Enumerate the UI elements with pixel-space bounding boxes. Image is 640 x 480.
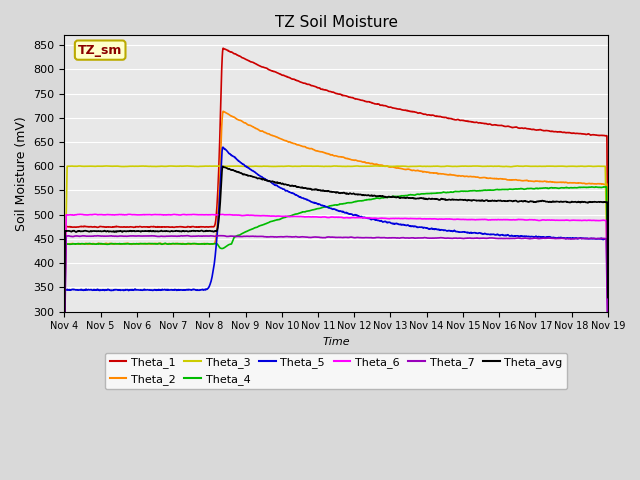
Theta_avg	[61, 341, 68, 347]
Theta_3	[604, 299, 612, 305]
Theta_4	[122, 241, 130, 247]
Theta_2	[292, 142, 300, 147]
Theta_6	[123, 212, 131, 217]
Theta_1	[604, 267, 612, 273]
Theta_4	[602, 184, 610, 190]
Theta_5	[61, 371, 68, 376]
Theta_5	[122, 287, 130, 293]
Theta_7	[155, 234, 163, 240]
Legend: Theta_1, Theta_2, Theta_3, Theta_4, Theta_5, Theta_6, Theta_7, Theta_avg: Theta_1, Theta_2, Theta_3, Theta_4, Thet…	[105, 353, 567, 389]
Theta_avg	[269, 179, 277, 184]
Theta_5	[593, 236, 601, 242]
Theta_5	[292, 192, 300, 198]
Theta_2	[269, 133, 277, 139]
Theta_6	[155, 212, 163, 217]
Theta_6	[269, 213, 277, 219]
Theta_6	[292, 214, 300, 219]
Theta_3	[513, 163, 521, 169]
Theta_1	[61, 339, 68, 345]
Theta_1	[535, 127, 543, 132]
Theta_4	[593, 184, 601, 190]
Theta_3	[593, 163, 601, 169]
Theta_6	[535, 217, 543, 223]
Theta_5	[535, 234, 543, 240]
Theta_avg	[219, 164, 227, 169]
Theta_5	[155, 287, 163, 292]
Theta_2	[61, 348, 68, 353]
Theta_1	[155, 224, 163, 230]
Title: TZ Soil Moisture: TZ Soil Moisture	[275, 15, 397, 30]
Y-axis label: Soil Moisture (mV): Soil Moisture (mV)	[15, 116, 28, 231]
Theta_7	[535, 236, 543, 241]
Theta_2	[593, 181, 601, 187]
Line: Theta_avg: Theta_avg	[65, 167, 608, 344]
Theta_6	[593, 218, 601, 224]
Line: Theta_2: Theta_2	[65, 111, 608, 350]
Theta_avg	[604, 295, 612, 300]
Theta_3	[269, 164, 276, 169]
Theta_3	[122, 164, 130, 169]
Theta_5	[269, 181, 277, 187]
Theta_3	[155, 164, 163, 169]
Line: Theta_3: Theta_3	[65, 166, 608, 312]
Theta_1	[220, 45, 227, 51]
Theta_avg	[593, 199, 601, 205]
Theta_2	[155, 241, 163, 247]
Theta_4	[61, 340, 68, 346]
Theta_4	[269, 218, 276, 224]
Theta_3	[292, 163, 300, 169]
Theta_avg	[155, 228, 163, 234]
Theta_7	[292, 234, 300, 240]
X-axis label: Time: Time	[323, 337, 350, 347]
Theta_2	[220, 108, 227, 114]
Theta_1	[593, 132, 601, 138]
Theta_7	[269, 234, 277, 240]
Theta_1	[269, 68, 277, 74]
Theta_6	[61, 333, 68, 339]
Theta_2	[535, 178, 543, 184]
Theta_2	[122, 240, 130, 246]
Theta_1	[122, 224, 130, 230]
Line: Theta_7: Theta_7	[65, 236, 608, 347]
Line: Theta_5: Theta_5	[65, 147, 608, 373]
Theta_3	[61, 309, 68, 314]
Theta_4	[535, 186, 543, 192]
Theta_7	[593, 236, 601, 241]
Line: Theta_1: Theta_1	[65, 48, 608, 342]
Theta_7	[604, 334, 612, 340]
Theta_3	[535, 163, 543, 169]
Theta_4	[292, 211, 300, 217]
Theta_5	[219, 144, 227, 150]
Theta_7	[122, 233, 130, 239]
Theta_1	[292, 78, 300, 84]
Line: Theta_6: Theta_6	[65, 214, 608, 336]
Theta_6	[604, 324, 612, 330]
Theta_4	[155, 240, 163, 246]
Theta_avg	[122, 228, 130, 234]
Text: TZ_sm: TZ_sm	[78, 44, 122, 57]
Theta_5	[604, 318, 612, 324]
Theta_avg	[292, 184, 300, 190]
Theta_2	[604, 295, 612, 301]
Theta_4	[604, 310, 612, 316]
Theta_avg	[535, 199, 543, 204]
Theta_7	[61, 344, 68, 349]
Theta_7	[183, 233, 191, 239]
Line: Theta_4: Theta_4	[65, 187, 608, 343]
Theta_6	[92, 211, 99, 217]
